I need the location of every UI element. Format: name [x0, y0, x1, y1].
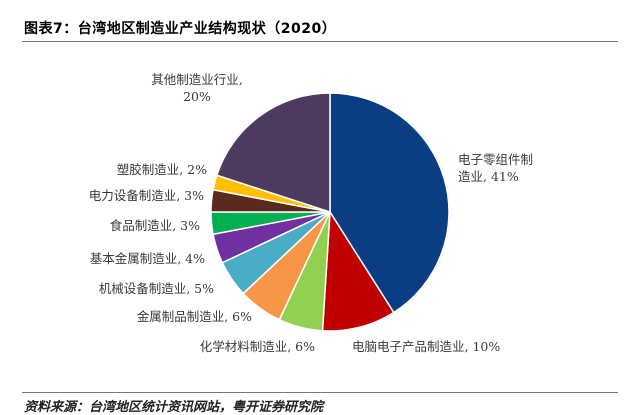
title-divider — [22, 41, 618, 42]
source-divider — [22, 392, 618, 393]
slice-label: 电子零组件制造业, 41% — [458, 152, 533, 184]
slice-label: 电力设备制造业, 3% — [89, 188, 204, 203]
slice-label: 基本金属制造业, 4% — [90, 251, 205, 266]
slice-label: 化学材料制造业, 6% — [200, 339, 315, 354]
pie-slice — [215, 92, 331, 214]
slice-label: 机械设备制造业, 5% — [99, 281, 214, 296]
chart-title: 图表7：台湾地区制造业产业结构现状（2020） — [24, 21, 337, 37]
slice-label: 塑胶制造业, 2% — [117, 162, 207, 177]
slice-label: 金属制品制造业, 6% — [137, 309, 252, 324]
pie-slice — [321, 209, 395, 332]
pie-chart: 电子零组件制造业, 41% 电脑电子产品制造业, 10% 化学材料制造业, 6% 金属… — [89, 72, 533, 354]
slice-label: 食品制造业, 3% — [110, 218, 200, 233]
slice-label: 电脑电子产品制造业, 10% — [352, 339, 500, 354]
slice-label: 其他制造业行业, 20% — [151, 72, 242, 104]
